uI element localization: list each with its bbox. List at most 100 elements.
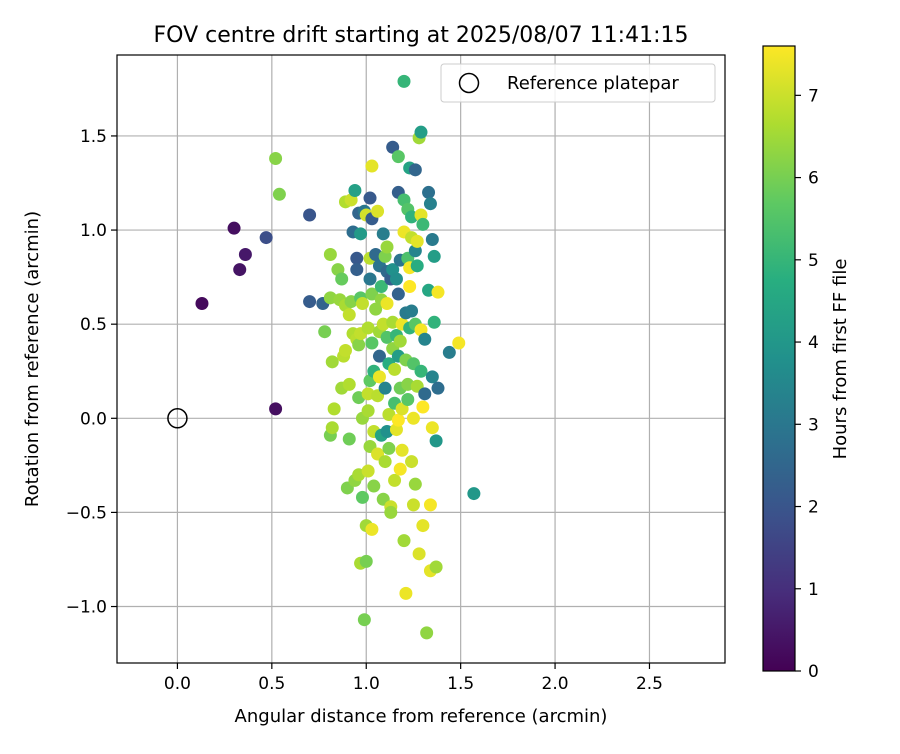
data-point bbox=[416, 400, 430, 414]
y-tick-label: 0.5 bbox=[80, 315, 107, 335]
colorbar-tick-label: 3 bbox=[808, 415, 819, 435]
legend: Reference platepar bbox=[440, 63, 716, 103]
data-point bbox=[425, 370, 439, 384]
y-tick-label: 1.5 bbox=[80, 127, 107, 147]
data-point bbox=[414, 364, 428, 378]
data-point bbox=[393, 334, 407, 348]
reference-marker bbox=[167, 408, 188, 429]
data-point bbox=[406, 498, 420, 512]
data-point bbox=[325, 355, 339, 369]
colorbar-tick-label: 7 bbox=[808, 86, 819, 106]
data-point bbox=[416, 217, 430, 231]
data-point bbox=[378, 455, 392, 469]
data-point bbox=[408, 477, 422, 491]
data-point bbox=[365, 336, 379, 350]
data-point bbox=[391, 287, 405, 301]
data-point bbox=[303, 295, 317, 309]
data-point bbox=[342, 432, 356, 446]
data-point bbox=[363, 191, 377, 205]
data-point bbox=[357, 613, 371, 627]
data-point bbox=[425, 232, 439, 246]
y-tick-label: 1.0 bbox=[80, 221, 107, 241]
data-point bbox=[386, 140, 400, 154]
colorbar-tick-label: 4 bbox=[808, 333, 819, 353]
data-point bbox=[391, 150, 405, 164]
data-point bbox=[391, 413, 405, 427]
data-point bbox=[382, 441, 396, 455]
data-point bbox=[388, 473, 402, 487]
legend-box bbox=[440, 63, 716, 103]
data-point bbox=[425, 421, 439, 435]
colorbar: 0 1 2 3 4 5 6 7 Hours from first FF file bbox=[762, 45, 851, 682]
grid-lines bbox=[117, 55, 725, 663]
data-point bbox=[372, 370, 386, 384]
colorbar-tick-label: 0 bbox=[808, 662, 819, 682]
data-point bbox=[429, 434, 443, 448]
data-point bbox=[342, 377, 356, 391]
data-point bbox=[355, 296, 369, 310]
data-point bbox=[380, 240, 394, 254]
data-point bbox=[412, 547, 426, 561]
data-point bbox=[342, 308, 356, 322]
data-point bbox=[416, 519, 430, 533]
y-axis-ticks: −1.0 −0.5 0.0 0.5 1.0 1.5 bbox=[66, 127, 117, 618]
legend-marker bbox=[458, 72, 480, 94]
data-point bbox=[372, 349, 386, 363]
plot-frame bbox=[116, 54, 726, 664]
data-point bbox=[259, 231, 273, 245]
colorbar-label: Hours from first FF file bbox=[830, 259, 851, 460]
data-point bbox=[354, 227, 368, 241]
data-point bbox=[350, 251, 364, 265]
data-point bbox=[401, 392, 415, 406]
data-point bbox=[397, 74, 411, 88]
data-point bbox=[227, 221, 241, 235]
data-point bbox=[418, 332, 432, 346]
data-point bbox=[388, 362, 402, 376]
data-point bbox=[338, 344, 352, 358]
data-point bbox=[233, 263, 247, 277]
data-point bbox=[359, 554, 373, 568]
data-point bbox=[414, 125, 428, 139]
colorbar-tick-label: 2 bbox=[808, 498, 819, 518]
data-point bbox=[431, 381, 445, 395]
data-point bbox=[363, 272, 377, 286]
data-point bbox=[365, 159, 379, 173]
data-point bbox=[403, 280, 417, 294]
data-point bbox=[431, 285, 445, 299]
data-point bbox=[323, 248, 337, 262]
data-point bbox=[399, 586, 413, 600]
y-tick-label: −0.5 bbox=[66, 503, 107, 523]
data-point bbox=[397, 534, 411, 548]
data-point bbox=[269, 402, 283, 416]
data-point bbox=[423, 197, 437, 211]
data-point bbox=[442, 345, 456, 359]
data-point bbox=[384, 505, 398, 519]
chart-title: FOV centre drift starting at 2025/08/07 … bbox=[154, 23, 689, 48]
data-point bbox=[355, 490, 369, 504]
x-tick-label: 1.5 bbox=[447, 674, 474, 694]
data-point bbox=[195, 296, 209, 310]
data-point bbox=[376, 227, 390, 241]
data-point bbox=[452, 336, 466, 350]
data-point bbox=[238, 248, 252, 262]
data-point bbox=[420, 626, 434, 640]
data-point bbox=[348, 184, 362, 198]
data-point bbox=[327, 402, 341, 416]
data-point bbox=[378, 381, 392, 395]
data-point bbox=[361, 464, 375, 478]
y-tick-label: −1.0 bbox=[66, 598, 107, 618]
data-point bbox=[269, 152, 283, 166]
data-point bbox=[365, 287, 379, 301]
data-point bbox=[467, 487, 481, 501]
data-point bbox=[318, 325, 332, 339]
x-axis-label: Angular distance from reference (arcmin) bbox=[235, 706, 608, 727]
data-point bbox=[395, 402, 409, 416]
data-point bbox=[361, 321, 375, 335]
data-point bbox=[380, 296, 394, 310]
data-point bbox=[410, 259, 424, 273]
y-tick-label: 0.0 bbox=[80, 409, 107, 429]
x-axis-ticks: 0.0 0.5 1.0 1.5 2.0 2.5 bbox=[164, 663, 663, 694]
x-tick-label: 2.0 bbox=[542, 674, 569, 694]
data-point bbox=[408, 163, 422, 177]
